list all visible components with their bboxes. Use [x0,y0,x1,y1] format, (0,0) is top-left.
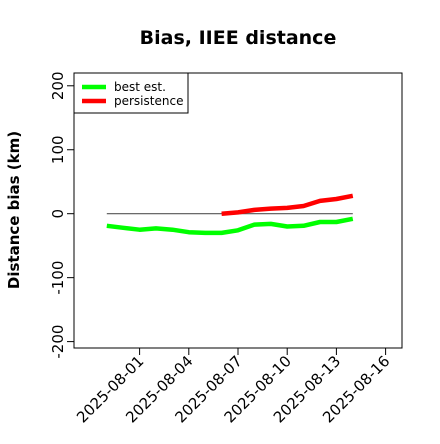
chart-title: Bias, IIEE distance [140,27,337,49]
y-tick-label: -200 [49,325,67,359]
axes: 2025-08-012025-08-042025-08-072025-08-10… [49,71,403,426]
y-tick-label: -100 [49,261,67,295]
legend-label: best est. [114,80,166,94]
legend-box [73,72,189,114]
plot-area [106,193,354,236]
legend-label: persistence [114,94,183,108]
y-tick-label: 0 [49,209,67,219]
y-axis-label: Distance bias (km) [5,131,23,289]
y-tick-label: 200 [49,71,67,100]
series-line-persistence [221,193,354,216]
legend: best est.persistence [73,72,189,114]
y-tick-label: 100 [49,135,67,164]
series-line-best-est [106,216,354,236]
